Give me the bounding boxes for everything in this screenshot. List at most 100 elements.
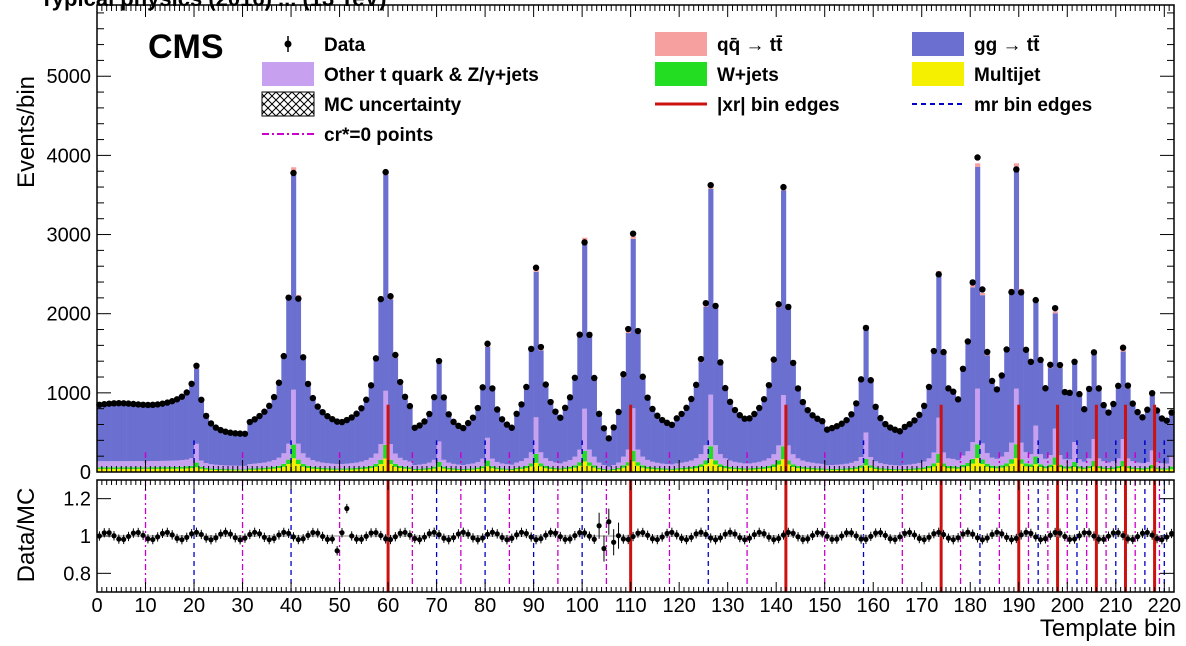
ratio-point (480, 535, 485, 540)
ratio-point (810, 533, 815, 538)
bar-gg (262, 414, 267, 463)
ratio-point (320, 534, 325, 539)
bar-other (301, 453, 306, 464)
ratio-point (538, 536, 543, 541)
bar-gg (1014, 167, 1019, 389)
ratio-point (985, 535, 990, 540)
ratio-point (1048, 533, 1053, 538)
bar-gg (810, 415, 815, 462)
ratio-point (679, 536, 684, 541)
ratio-point (1087, 530, 1092, 535)
data-point (188, 381, 194, 387)
bar-gg (112, 405, 117, 461)
data-point (431, 394, 437, 400)
data-point (703, 300, 709, 306)
legend-label: gg → tt̄ (974, 35, 1040, 56)
bar-gg (252, 421, 257, 464)
data-point (378, 296, 384, 302)
data-point (940, 349, 946, 355)
ratio-point (262, 535, 267, 540)
bar-gg (830, 429, 835, 465)
data-point (843, 417, 849, 423)
bar-wjets (296, 460, 301, 464)
ratio-point (252, 530, 257, 535)
ratio-point (655, 537, 660, 542)
ratio-point (228, 531, 233, 536)
data-point (955, 396, 961, 402)
data-point (208, 420, 214, 426)
x-axis-label: Template bin (1040, 615, 1176, 641)
bar-gg (354, 414, 359, 463)
ratio-point (829, 537, 834, 542)
data-point (1096, 385, 1102, 391)
bar-gg (927, 388, 932, 459)
bar-gg (490, 390, 495, 459)
bar-gg (1135, 413, 1140, 462)
ratio-point (781, 532, 786, 537)
data-point (1120, 345, 1126, 351)
bar-other (718, 454, 723, 464)
x-tick-label: 100 (565, 595, 598, 617)
bar-gg (247, 423, 252, 464)
bar-other (194, 444, 199, 463)
bar-gg (936, 273, 941, 417)
data-point (1086, 386, 1092, 392)
data-point (1139, 414, 1145, 420)
ratio-point (989, 532, 994, 537)
data-point (800, 399, 806, 405)
data-point (911, 417, 917, 423)
data-point (1008, 289, 1014, 295)
legend-swatch (912, 32, 964, 56)
ratio-point (470, 535, 475, 540)
ratio-point (427, 531, 432, 536)
data-point (751, 411, 757, 417)
ratio-point (1130, 537, 1135, 542)
ratio-point (1164, 534, 1169, 539)
data-point (460, 425, 466, 431)
ratio-point (388, 537, 393, 542)
y-tick-label-top: 5000 (47, 66, 92, 88)
ratio-point (1062, 534, 1067, 539)
bar-gg (616, 414, 621, 463)
data-point (674, 415, 680, 421)
bar-other (1116, 458, 1121, 466)
bar-gg (374, 358, 379, 454)
bar-gg (456, 426, 461, 464)
x-tick-label: 80 (474, 595, 496, 617)
bar-gg (475, 410, 480, 462)
ratio-point (1019, 532, 1024, 537)
bar-gg (1033, 302, 1038, 425)
bar-gg (640, 377, 645, 456)
x-tick-label: 210 (1099, 595, 1132, 617)
data-point (746, 415, 752, 421)
data-point (795, 385, 801, 391)
ratio-point (189, 531, 194, 536)
ratio-point (150, 537, 155, 542)
ratio-point (1023, 530, 1028, 535)
bar-other (791, 454, 796, 464)
legend-swatch (655, 32, 707, 56)
ratio-point (635, 531, 640, 536)
ratio-point (344, 506, 349, 511)
bar-gg (907, 426, 912, 465)
data-point (528, 346, 534, 352)
ratio-point (713, 537, 718, 542)
bar-other (277, 458, 282, 466)
ratio-point (174, 536, 179, 541)
bar-gg (660, 420, 665, 464)
bar-other (582, 409, 587, 451)
bar-gg (839, 425, 844, 464)
legend-swatch-hatch (262, 92, 314, 116)
ratio-point (223, 530, 228, 535)
bar-other (374, 454, 379, 464)
bar-other (572, 457, 577, 466)
ratio-point (888, 536, 893, 541)
legend-item-multijet: Multijet (912, 62, 1041, 86)
bar-gg (393, 358, 398, 454)
y-tick-label-top: 1000 (47, 383, 92, 405)
bar-gg (534, 272, 539, 417)
ratio-point (441, 536, 446, 541)
ratio-point (572, 533, 577, 538)
data-point (552, 408, 558, 414)
ratio-point (815, 530, 820, 535)
